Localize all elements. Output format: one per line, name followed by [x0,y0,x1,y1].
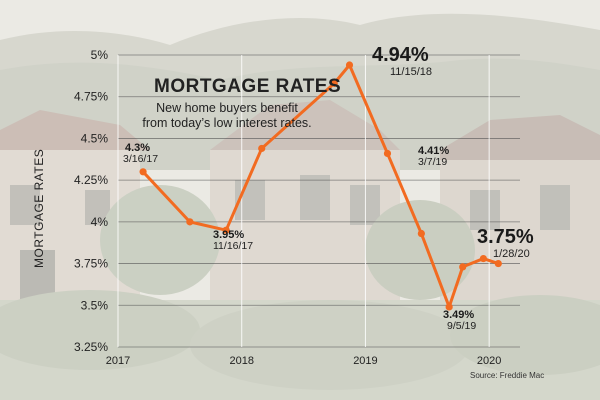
annotations: 4.3%3/16/17 3.95%11/16/17 4.94%11/15/18 4.4… [123,44,534,332]
y-tick-label: 3.5% [81,298,109,312]
y-tick-label: 3.75% [74,257,108,271]
data-point [383,149,392,158]
data-point [330,79,338,87]
data-point [222,226,230,234]
y-tick-label: 5% [91,48,109,62]
data-point [258,144,266,153]
annotation-date: 11/15/18 [390,66,432,78]
annotation-value: 4.94% [372,44,429,66]
annotation-value: 4.3% [125,142,150,154]
annotation-value: 3.75% [477,226,534,248]
data-point [345,61,354,69]
annotation-date: 1/28/20 [493,248,530,260]
y-tick-label: 3.25% [74,340,108,354]
x-tick-label: 2020 [477,355,501,367]
source-note: Source: Freddie Mac [470,371,545,380]
chart-title: MORTGAGE RATES [154,76,342,97]
y-tick-label: 4.25% [74,173,108,187]
data-point [494,259,502,268]
annotation-value: 4.41% [418,145,449,157]
data-point [186,218,194,226]
data-point [445,303,453,311]
y-tick-label: 4.5% [81,131,109,145]
chart-subtitle: New home buyers benefit from today’s low… [142,101,312,130]
annotation-date: 3/16/17 [123,153,158,165]
annotation-value: 3.95% [213,229,244,241]
x-tick-label: 2018 [229,355,253,367]
data-point [417,229,425,238]
series-points [139,61,502,311]
gridlines [117,54,520,348]
y-axis-ticks: 5% 4.75% 4.5% 4.25% 4% 3.75% 3.5% 3.25% [74,48,108,354]
annotation-date: 11/16/17 [213,240,253,252]
annotation-date: 9/5/19 [447,320,476,332]
data-point [479,254,487,263]
x-tick-label: 2019 [353,355,377,367]
annotation-value: 3.49% [443,309,474,321]
rate-line [141,63,499,309]
series-line [141,63,499,309]
annotation-date: 3/7/19 [418,156,447,168]
y-axis-label: MORTGAGE RATES [32,148,46,268]
data-point [139,168,147,176]
y-tick-label: 4% [91,215,109,229]
x-axis-ticks: 2017 2018 2019 2020 [106,355,502,367]
data-point [459,263,467,271]
x-tick-label: 2017 [106,355,130,367]
y-tick-label: 4.75% [74,90,108,104]
